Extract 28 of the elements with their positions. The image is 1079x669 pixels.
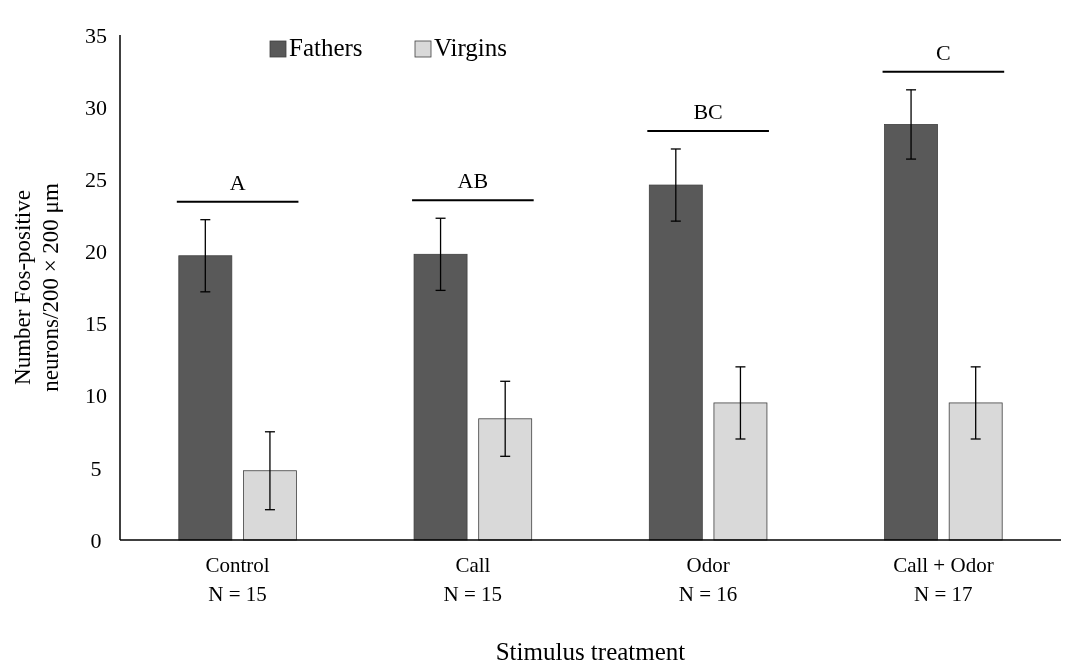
bar	[713, 402, 768, 541]
bar	[178, 255, 233, 541]
bar	[478, 418, 533, 541]
legend-label: Fathers	[289, 34, 363, 61]
x-tick-label: Call + Odor N = 17	[893, 553, 994, 606]
bar	[243, 470, 297, 541]
x-tick-label: Call N = 15	[443, 553, 503, 606]
y-tick-label: 0	[90, 527, 102, 553]
y-axis-title: Number Fos-positive neurons/200 × 200 μm	[10, 183, 63, 392]
legend-label: Virgins	[434, 34, 508, 61]
y-tick-label: 25	[85, 166, 107, 192]
bar	[648, 184, 703, 541]
bar	[948, 402, 1003, 541]
annotation: A	[229, 169, 246, 195]
y-tick-label: 30	[85, 94, 107, 120]
y-tick-label: 5	[90, 455, 102, 481]
bar	[413, 253, 468, 541]
y-tick-label: 10	[85, 383, 107, 409]
annotation: C	[936, 39, 951, 65]
x-tick-label: Control N = 15	[205, 553, 270, 606]
x-axis-title: Stimulus treatment	[495, 638, 686, 665]
annotation: AB	[457, 168, 489, 194]
y-tick-label: 20	[85, 239, 107, 265]
x-tick-label: Odor N = 16	[678, 553, 738, 606]
y-tick-label: 15	[85, 311, 107, 337]
y-tick-label: 35	[85, 22, 107, 48]
annotation: BC	[693, 98, 723, 124]
bar	[884, 124, 938, 541]
